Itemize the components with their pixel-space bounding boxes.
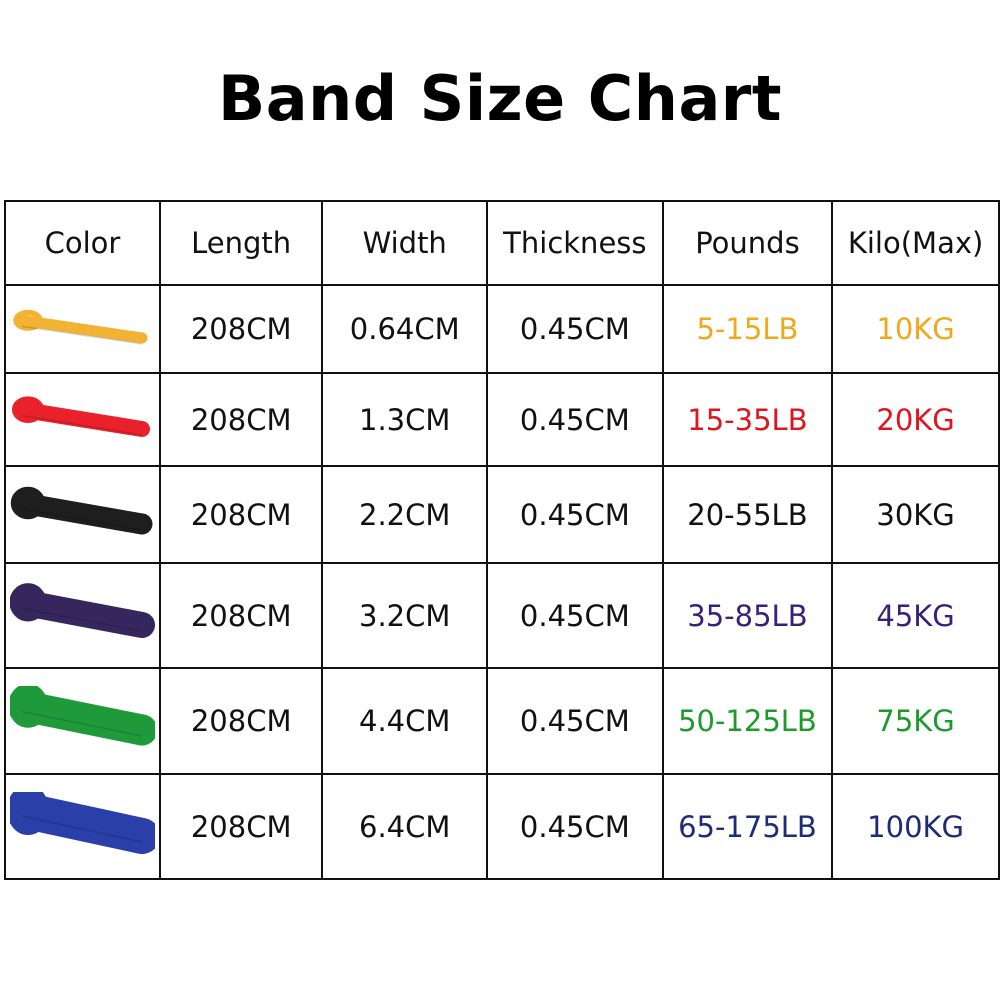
header-kilo: Kilo(Max) [831,200,1000,286]
band-size-table: Color Length Width Thickness Pounds Kilo… [4,200,1000,880]
band-image-cell [4,284,161,374]
thickness-cell: 0.45CM [485,562,664,669]
table-row: 208CM 6.4CM 0.45CM 65-175LB 100KG [4,773,1000,880]
kilo-cell: 30KG [831,465,1000,564]
red-band-icon [11,395,150,437]
thickness-cell: 0.45CM [485,667,664,775]
width-cell: 0.64CM [321,284,488,374]
pounds-cell: 15-35LB [661,372,834,467]
header-pounds: Pounds [661,200,834,286]
band-image-cell [4,562,161,669]
length-cell: 208CM [158,773,324,880]
page-title: Band Size Chart [217,62,783,135]
kilo-cell: 10KG [831,284,1000,374]
thickness-cell: 0.45CM [485,372,664,467]
thickness-cell: 0.45CM [485,773,664,880]
kilo-cell: 100KG [831,773,1000,880]
table-row: 208CM 3.2CM 0.45CM 35-85LB 45KG [4,562,1000,669]
kilo-cell: 75KG [831,667,1000,775]
width-cell: 6.4CM [321,773,488,880]
yellow-band-icon [13,309,148,345]
pounds-cell: 35-85LB [661,562,834,669]
kilo-cell: 45KG [831,562,1000,669]
width-cell: 4.4CM [321,667,488,775]
thickness-cell: 0.45CM [485,284,664,374]
black-band-icon [10,486,153,534]
pounds-cell: 50-125LB [661,667,834,775]
width-cell: 1.3CM [321,372,488,467]
length-cell: 208CM [158,372,324,467]
header-thickness: Thickness [485,200,664,286]
length-cell: 208CM [158,667,324,775]
blue-band-icon [9,791,155,854]
length-cell: 208CM [158,465,324,564]
length-cell: 208CM [158,284,324,374]
band-image-cell [4,465,161,564]
thickness-cell: 0.45CM [485,465,664,564]
table-row: 208CM 1.3CM 0.45CM 15-35LB 20KG [4,372,1000,467]
kilo-cell: 20KG [831,372,1000,467]
length-cell: 208CM [158,562,324,669]
band-image-cell [4,667,161,775]
pounds-cell: 20-55LB [661,465,834,564]
header-width: Width [321,200,488,286]
band-image-cell [4,773,161,880]
header-row: Color Length Width Thickness Pounds Kilo… [4,200,1000,286]
table-row: 208CM 4.4CM 0.45CM 50-125LB 75KG [4,667,1000,775]
purple-band-icon [9,582,155,638]
table-row: 208CM 2.2CM 0.45CM 20-55LB 30KG [4,465,1000,564]
width-cell: 3.2CM [321,562,488,669]
pounds-cell: 65-175LB [661,773,834,880]
band-image-cell [4,372,161,467]
green-band-icon [9,686,155,746]
header-length: Length [158,200,324,286]
table-row: 208CM 0.64CM 0.45CM 5-15LB 10KG [4,284,1000,374]
width-cell: 2.2CM [321,465,488,564]
header-color: Color [4,200,161,286]
pounds-cell: 5-15LB [661,284,834,374]
